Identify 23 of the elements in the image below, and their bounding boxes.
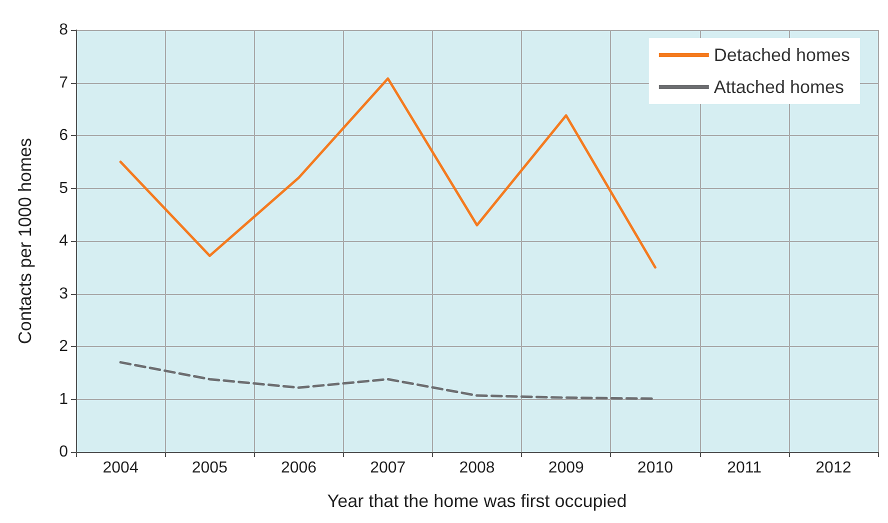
y-tick-label: 1 <box>59 390 68 408</box>
x-axis-title: Year that the home was first occupied <box>327 491 627 511</box>
y-tick-label: 4 <box>59 232 68 250</box>
x-tick-label: 2008 <box>459 460 495 476</box>
x-tick-label: 2006 <box>280 460 317 476</box>
x-tick-label: 2004 <box>102 460 138 476</box>
x-tick-label: 2011 <box>727 460 762 476</box>
legend-label: Attached homes <box>714 77 844 97</box>
y-tick-label: 2 <box>59 338 68 355</box>
y-tick-label: 8 <box>59 22 68 38</box>
x-tick-label: 2009 <box>548 460 584 476</box>
x-tick-label: 2007 <box>370 460 406 476</box>
x-tick-label: 2012 <box>816 460 852 476</box>
y-tick-label: 7 <box>59 74 68 92</box>
y-tick-label: 0 <box>59 444 68 460</box>
x-tick-label: 2005 <box>192 460 228 476</box>
y-axis-title: Contacts per 1000 homes <box>15 138 35 344</box>
y-tick-label: 6 <box>59 127 68 144</box>
x-tick-label: 2010 <box>637 460 674 476</box>
legend-label: Detached homes <box>714 45 850 65</box>
line-series <box>119 77 656 269</box>
y-tick-label: 5 <box>59 180 68 197</box>
y-tick-label: 3 <box>59 285 68 302</box>
